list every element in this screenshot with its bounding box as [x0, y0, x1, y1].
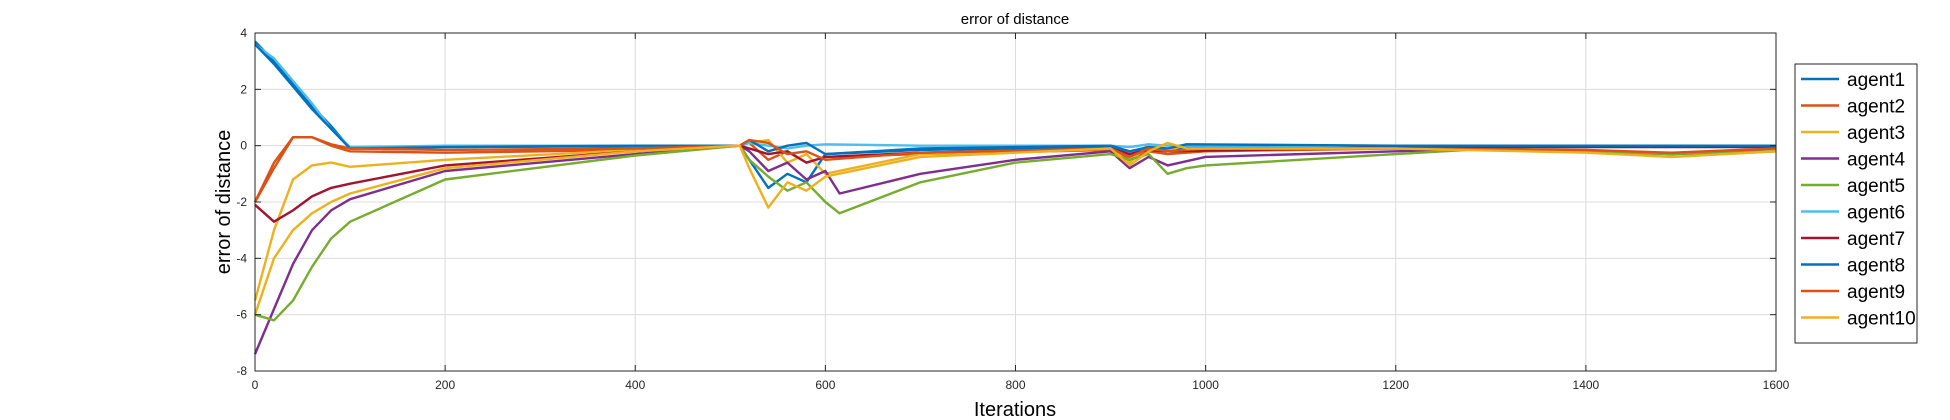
- chart-title: error of distance: [961, 11, 1069, 28]
- legend-label: agent4: [1847, 150, 1906, 171]
- y-tick-label: -2: [236, 195, 247, 209]
- x-tick-label: 1400: [1573, 378, 1600, 392]
- x-axis-label: Iterations: [974, 399, 1056, 420]
- x-tick-label: 0: [252, 378, 259, 392]
- x-tick-label: 800: [1005, 378, 1025, 392]
- series-line-agent6: [254, 43, 1776, 150]
- legend-label: agent10: [1847, 309, 1916, 330]
- legend-label: agent9: [1847, 282, 1905, 303]
- x-tick-label: 1600: [1763, 378, 1790, 392]
- legend-label: agent5: [1847, 176, 1905, 197]
- legend-label: agent7: [1847, 229, 1905, 250]
- y-tick-label: -6: [236, 308, 247, 322]
- legend: agent1 agent2 agent3 agent4 agent5 agent6 agen…: [1794, 63, 1918, 344]
- x-tick-label: 600: [815, 378, 835, 392]
- y-tick-label: 2: [240, 82, 247, 96]
- series-lines: [253, 40, 1777, 355]
- y-tick-label: -4: [236, 251, 247, 265]
- x-axis-ticks: 0 200 400 600 800 1000 1200 1400 1600: [252, 33, 1790, 392]
- y-axis-ticks: 4 2 0 -2 -4 -6 -8: [236, 26, 1776, 378]
- x-tick-label: 400: [625, 378, 645, 392]
- x-tick-label: 1200: [1382, 378, 1409, 392]
- series-line-agent4: [253, 144, 1777, 355]
- legend-label: agent2: [1847, 97, 1905, 118]
- series-line-agent10: [253, 141, 1777, 316]
- legend-label: agent8: [1847, 256, 1905, 277]
- legend-label: agent1: [1847, 70, 1905, 91]
- legend-label: agent6: [1847, 203, 1905, 224]
- series-line-agent5: [254, 144, 1777, 322]
- x-tick-label: 200: [435, 378, 455, 392]
- y-tick-label: 4: [240, 26, 247, 40]
- legend-box: [1794, 63, 1918, 344]
- x-tick-label: 1000: [1192, 378, 1219, 392]
- legend-label: agent3: [1847, 123, 1905, 144]
- y-tick-label: -8: [236, 364, 247, 378]
- y-tick-label: 0: [240, 139, 247, 153]
- y-axis-label: error of distance: [213, 130, 235, 275]
